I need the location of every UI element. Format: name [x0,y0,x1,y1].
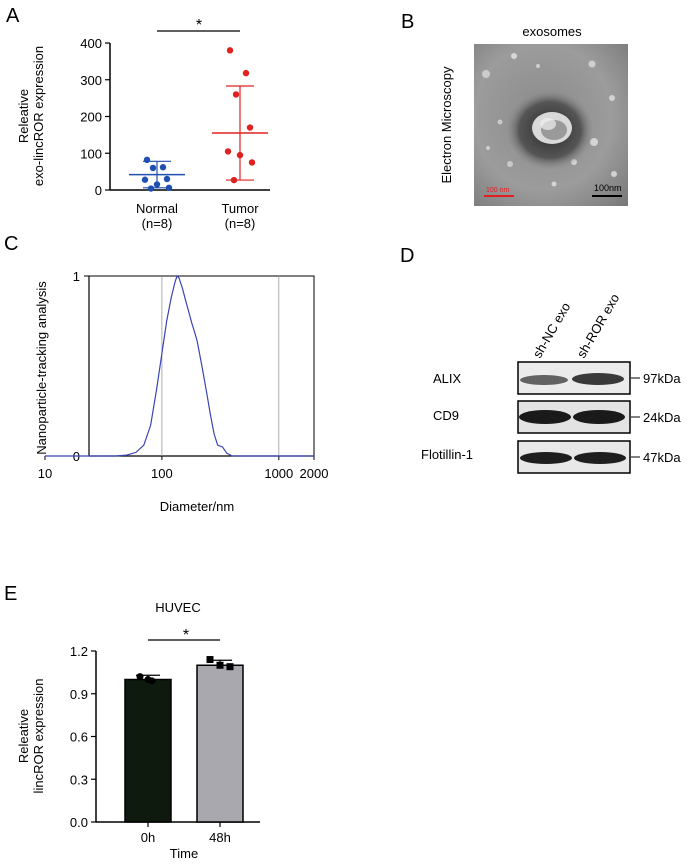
wb-strip-cd9 [517,400,631,434]
x-tick-label-a: Normal (n=8) [136,201,178,231]
panel-label-a: A [6,5,20,27]
y-tick-label-c: 1 [73,269,80,284]
bar-48h [196,664,244,823]
micrograph-image: 100 nm 100nm [474,44,628,206]
data-point-tumor [226,47,234,54]
data-point-tumor [232,91,240,98]
wb-protein-flotillin: Flotillin-1 [421,447,473,462]
chart-e: HUVEC 0.0 0.3 0.6 0.9 1.2 ReleativelincROR exp… [16,600,260,861]
y-tick-label-e: 0.6 [70,730,88,745]
western-blot: sh-NC exo sh-ROR exo ALIX CD9 Flotillin-… [421,291,681,474]
y-tick-label-a: 200 [80,110,102,125]
wb-strip-alix [517,361,631,395]
wb-strip-flotillin [517,440,631,474]
scale-bar-black-label: 100nm [594,183,622,193]
x-axis-label-e: Time [170,846,198,861]
data-point-normal [149,164,157,172]
y-tick-label-e: 0.0 [70,815,88,830]
data-point-tumor [242,69,250,77]
panel-label-d: D [400,245,414,267]
y-tick-label-e: 1.2 [70,644,88,659]
chart-a: 0 100 200 300 400 Releativeexo-lincROR expres… [16,17,270,231]
x-tick-label-e: 48h [209,830,231,845]
data-point-48h [216,661,224,669]
panel-label-e: E [4,583,17,605]
micrograph-side-label: Electron Microscopy [439,66,454,184]
data-point-tumor [248,159,256,166]
y-axis-label-a: Releativeexo-lincROR expression [16,46,46,186]
y-axis-label-c: Nanoparticle-tracking analysis [34,281,49,455]
size-distribution-line [45,274,314,457]
data-point-normal [159,164,167,171]
x-tick-label-c: 1000 [264,466,293,481]
wb-protein-alix: ALIX [433,371,462,386]
data-point-normal [143,156,151,164]
panel-label-c: C [4,233,18,255]
x-tick-label-c: 2000 [300,466,329,481]
data-point-tumor [246,124,254,131]
y-tick-label-a: 400 [80,36,102,51]
data-point-0h [136,673,144,681]
y-tick-label-a: 0 [95,183,102,198]
scale-bar-red-label: 100 nm [486,187,510,194]
y-tick-label-a: 100 [80,146,102,161]
wb-protein-cd9: CD9 [433,408,459,423]
x-tick-label-a: Tumor (n=8) [221,201,259,231]
data-point-0h [144,676,152,683]
wb-lane-label-2: sh-ROR exo [574,291,623,360]
wb-size-flotillin: 47kDa [643,450,681,465]
data-point-normal [141,176,149,183]
chart-title-e: HUVEC [155,600,201,615]
electron-micrograph: 100 nm 100nm [474,44,628,206]
x-axis-label-c: Diameter/nm [160,499,234,514]
micrograph-title: exosomes [522,24,582,39]
y-tick-label-e: 0.9 [70,687,88,702]
y-axis-label-e: ReleativelincROR expression [16,679,46,794]
y-tick-label-e: 0.3 [70,772,88,787]
data-point-normal [147,185,155,192]
data-point-normal [163,175,171,183]
panel-label-b: B [401,11,414,33]
wb-size-alix: 97kDa [643,371,681,386]
x-tick-label-e: 0h [141,830,155,845]
significance-star-a: * [196,17,202,34]
data-point-48h [226,663,234,671]
wb-lane-label-1: sh-NC exo [530,300,574,361]
bar-0h [124,678,172,823]
data-point-48h [206,656,214,664]
wb-size-cd9: 24kDa [643,410,681,425]
y-tick-label-a: 300 [80,73,102,88]
data-point-tumor [224,148,232,155]
x-tick-label-c: 100 [151,466,173,481]
significance-star-e: * [183,627,189,644]
x-tick-label-c: 10 [38,466,52,481]
